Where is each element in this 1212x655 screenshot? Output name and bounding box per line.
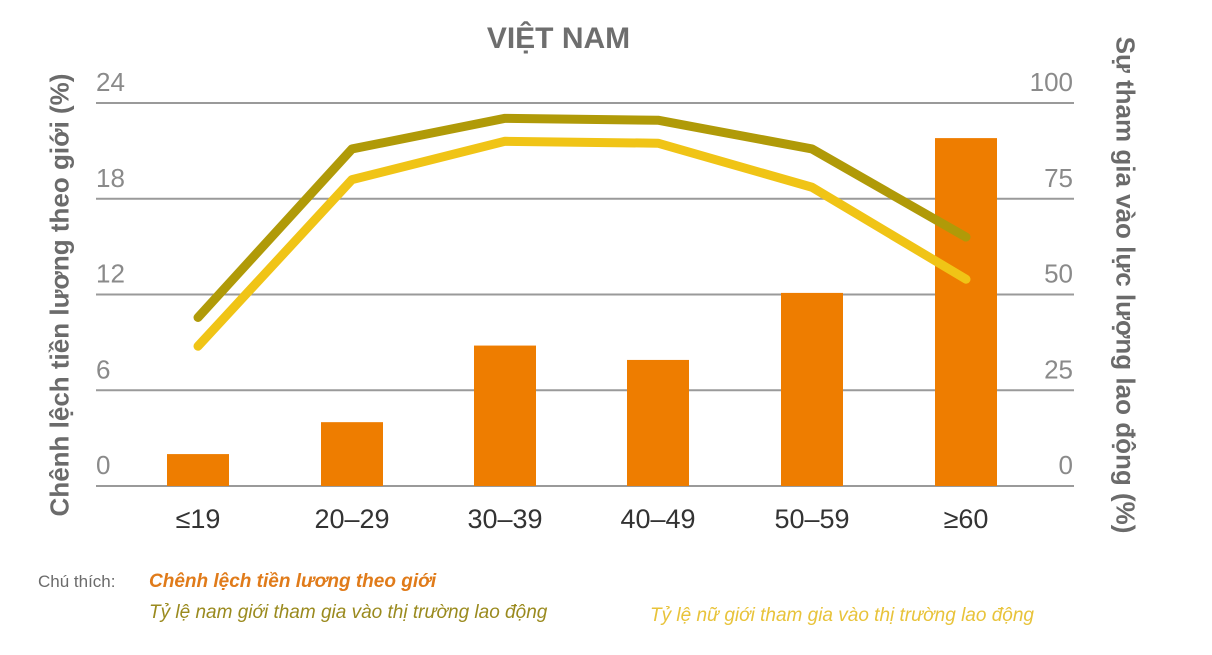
y-right-tick-label: 75 bbox=[1044, 163, 1073, 193]
x-tick-label: 30–39 bbox=[467, 504, 542, 534]
chart-plot-area: 0 6 12 18 24 0 25 50 75 100 ≤19 20–29 30–39 40–49 50… bbox=[96, 67, 1074, 534]
legend-wage-gap: Chênh lệch tiền lương theo giới bbox=[149, 571, 437, 592]
participation-line bbox=[193, 136, 971, 351]
y-left-tick-label: 6 bbox=[96, 354, 110, 384]
y-left-tick-label: 0 bbox=[96, 450, 110, 480]
y-axis-left-ticks: 0 6 12 18 24 bbox=[96, 67, 125, 480]
y-axis-right-ticks: 0 25 50 75 100 bbox=[1030, 67, 1073, 480]
wage-gap-bars bbox=[167, 138, 997, 486]
bar bbox=[627, 359, 689, 486]
y-right-tick-label: 25 bbox=[1044, 354, 1073, 384]
bar bbox=[935, 138, 997, 486]
y-left-tick-label: 18 bbox=[96, 163, 125, 193]
x-tick-label: ≤19 bbox=[176, 504, 221, 534]
bar bbox=[321, 422, 383, 486]
x-tick-label: 20–29 bbox=[314, 504, 389, 534]
x-axis-ticks: ≤19 20–29 30–39 40–49 50–59 ≥60 bbox=[176, 504, 989, 534]
participation-lines bbox=[193, 113, 971, 351]
legend-female-participation: Tỷ lệ nữ giới tham gia vào thị trường la… bbox=[650, 605, 1034, 626]
y-right-tick-label: 0 bbox=[1059, 450, 1073, 480]
x-tick-label: 50–59 bbox=[774, 504, 849, 534]
x-tick-label: 40–49 bbox=[620, 504, 695, 534]
y-left-tick-label: 12 bbox=[96, 259, 125, 289]
bar bbox=[781, 292, 843, 486]
gridlines bbox=[96, 102, 1074, 487]
participation-line bbox=[193, 113, 971, 322]
y-right-tick-label: 100 bbox=[1030, 67, 1073, 97]
y-right-tick-label: 50 bbox=[1044, 259, 1073, 289]
legend-male-participation: Tỷ lệ nam giới tham gia vào thị trường l… bbox=[149, 602, 548, 623]
x-tick-label: ≥60 bbox=[944, 504, 989, 534]
bar bbox=[474, 345, 536, 486]
chart-title: VIỆT NAM bbox=[486, 22, 631, 55]
legend-prefix: Chú thích: bbox=[38, 572, 116, 591]
bar bbox=[167, 454, 229, 486]
y-left-tick-label: 24 bbox=[96, 67, 125, 97]
